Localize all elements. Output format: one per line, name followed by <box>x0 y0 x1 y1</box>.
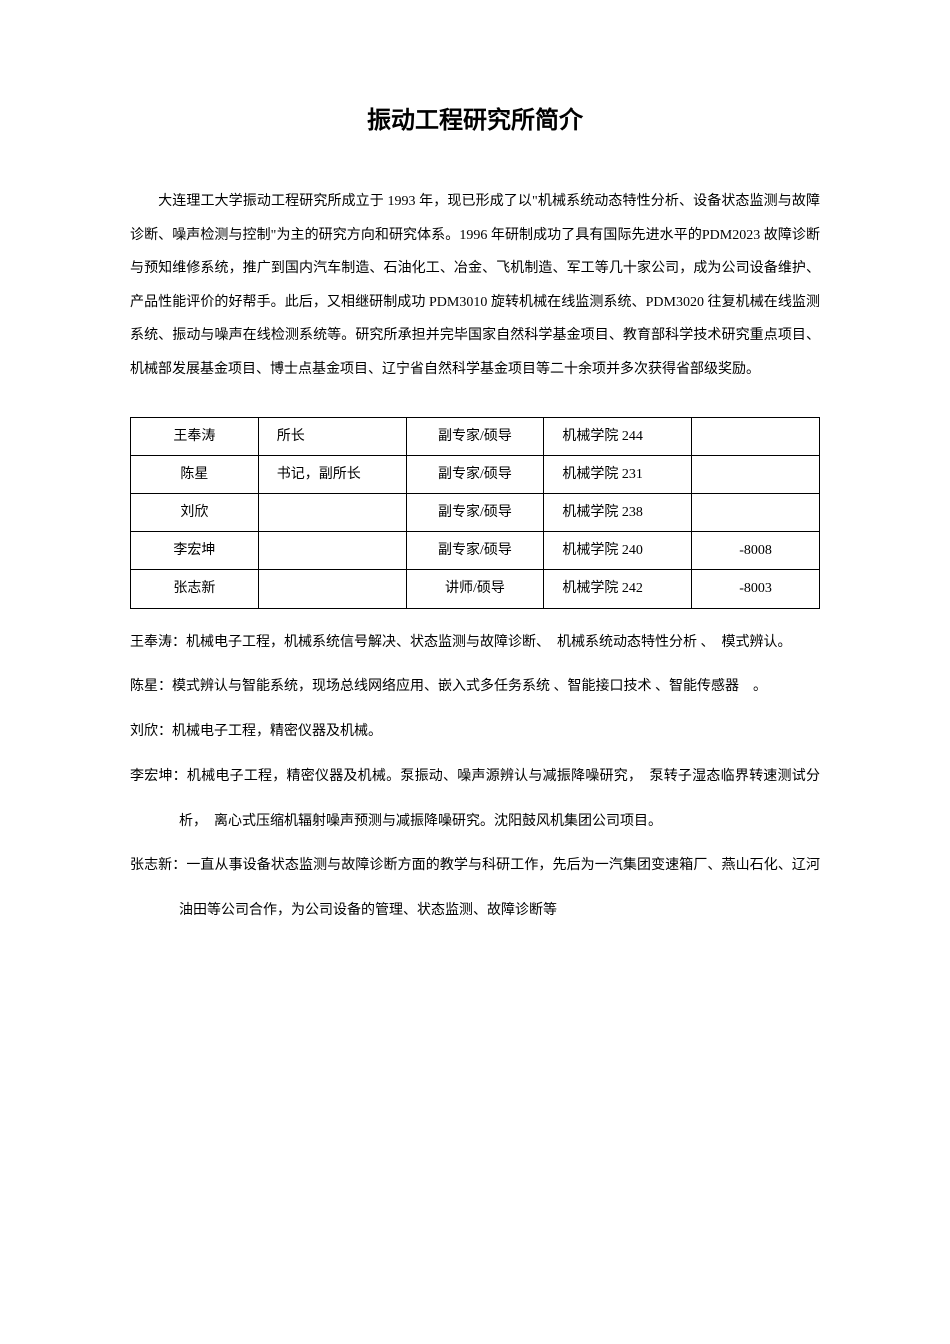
bio-item: 李宏坤：机械电子工程，精密仪器及机械。泵振动、噪声源辨认与减振降噪研究， 泵转子… <box>130 755 820 845</box>
page-title: 振动工程研究所简介 <box>130 100 820 135</box>
cell-position: 所长 <box>258 417 406 455</box>
table-row: 张志新 讲师/硕导 机械学院 242 -8003 <box>131 570 820 608</box>
cell-ext <box>692 455 820 493</box>
cell-name: 王奉涛 <box>131 417 259 455</box>
cell-title: 副专家/硕导 <box>406 493 544 531</box>
bio-item: 陈星：模式辨认与智能系统，现场总线网络应用、嵌入式多任务系统 、智能接口技术 、… <box>130 665 820 710</box>
cell-location: 机械学院 240 <box>544 532 692 570</box>
bio-item: 张志新：一直从事设备状态监测与故障诊断方面的教学与科研工作，先后为一汽集团变速箱… <box>130 844 820 934</box>
cell-position <box>258 570 406 608</box>
document-page: 振动工程研究所简介 大连理工大学振动工程研究所成立于 1993 年，现已形成了以… <box>0 0 950 994</box>
table-row: 陈星 书记，副所长 副专家/硕导 机械学院 231 <box>131 455 820 493</box>
cell-ext <box>692 417 820 455</box>
intro-paragraph: 大连理工大学振动工程研究所成立于 1993 年，现已形成了以"机械系统动态特性分… <box>130 185 820 387</box>
cell-location: 机械学院 244 <box>544 417 692 455</box>
bio-list: 王奉涛：机械电子工程，机械系统信号解决、状态监测与故障诊断、 机械系统动态特性分… <box>130 621 820 935</box>
cell-title: 副专家/硕导 <box>406 417 544 455</box>
cell-position: 书记，副所长 <box>258 455 406 493</box>
cell-position <box>258 493 406 531</box>
bio-item: 刘欣：机械电子工程，精密仪器及机械。 <box>130 710 820 755</box>
table-row: 刘欣 副专家/硕导 机械学院 238 <box>131 493 820 531</box>
cell-title: 副专家/硕导 <box>406 532 544 570</box>
table-row: 李宏坤 副专家/硕导 机械学院 240 -8008 <box>131 532 820 570</box>
cell-position <box>258 532 406 570</box>
cell-name: 李宏坤 <box>131 532 259 570</box>
cell-name: 张志新 <box>131 570 259 608</box>
bio-item: 王奉涛：机械电子工程，机械系统信号解决、状态监测与故障诊断、 机械系统动态特性分… <box>130 621 820 666</box>
cell-ext: -8008 <box>692 532 820 570</box>
table-row: 王奉涛 所长 副专家/硕导 机械学院 244 <box>131 417 820 455</box>
cell-location: 机械学院 242 <box>544 570 692 608</box>
cell-ext: -8003 <box>692 570 820 608</box>
cell-ext <box>692 493 820 531</box>
cell-name: 刘欣 <box>131 493 259 531</box>
cell-title: 讲师/硕导 <box>406 570 544 608</box>
staff-table: 王奉涛 所长 副专家/硕导 机械学院 244 陈星 书记，副所长 副专家/硕导 … <box>130 417 820 609</box>
intro-text: 大连理工大学振动工程研究所成立于 1993 年，现已形成了以"机械系统动态特性分… <box>130 194 820 377</box>
cell-location: 机械学院 231 <box>544 455 692 493</box>
cell-location: 机械学院 238 <box>544 493 692 531</box>
cell-title: 副专家/硕导 <box>406 455 544 493</box>
cell-name: 陈星 <box>131 455 259 493</box>
